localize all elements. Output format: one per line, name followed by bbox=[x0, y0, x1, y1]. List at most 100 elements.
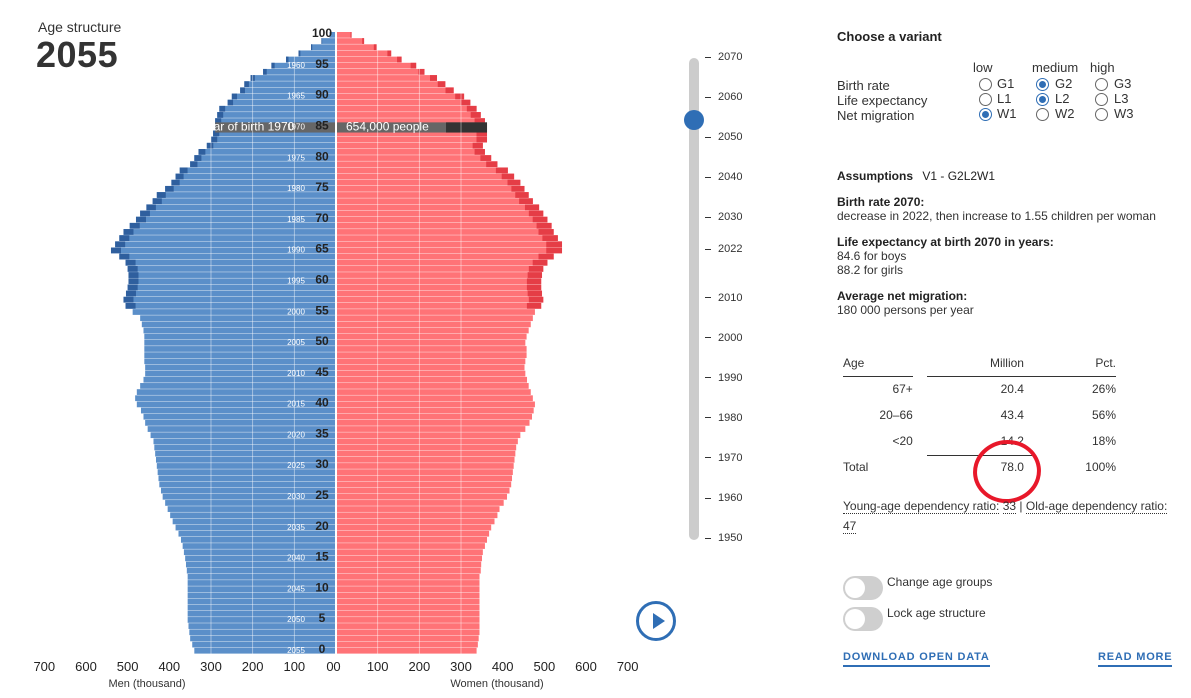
women-bar bbox=[337, 543, 485, 549]
change-age-groups-toggle[interactable] bbox=[843, 576, 883, 600]
men-bar bbox=[125, 259, 335, 266]
women-bar bbox=[337, 610, 480, 617]
birth-year-label: 1990 bbox=[287, 246, 305, 255]
men-bar bbox=[206, 142, 335, 149]
men-bar bbox=[244, 81, 335, 88]
men-bar-tip bbox=[285, 56, 289, 63]
men-bar bbox=[119, 253, 335, 260]
men-bar bbox=[136, 401, 335, 408]
men-bar bbox=[187, 604, 335, 611]
men-bar-tip bbox=[271, 62, 275, 69]
radio-l2[interactable] bbox=[1036, 93, 1049, 106]
men-bar-tip bbox=[171, 179, 180, 186]
x-tick-label-women: 700 bbox=[617, 659, 639, 674]
women-bar-tip bbox=[476, 130, 488, 137]
women-bar bbox=[337, 530, 490, 537]
year-slider-handle[interactable] bbox=[684, 110, 704, 130]
age-tick-label: 70 bbox=[315, 211, 329, 225]
table-header-row: Age Million Pct. bbox=[843, 350, 1116, 376]
men-bar bbox=[146, 204, 335, 211]
radio-l3[interactable] bbox=[1095, 93, 1108, 106]
slider-tick-text: 1950 bbox=[718, 532, 743, 544]
women-bar bbox=[337, 222, 552, 229]
women-bar-tip bbox=[532, 259, 548, 266]
women-bar bbox=[337, 136, 488, 143]
slider-tick-mark bbox=[705, 96, 711, 98]
age-pyramid-chart: Year of birth 1970 654,000 people 0 5 10 15 20… bbox=[33, 26, 639, 690]
women-bar bbox=[337, 481, 512, 488]
download-open-data-link[interactable]: DOWNLOAD OPEN DATA bbox=[843, 651, 990, 667]
women-bar bbox=[337, 370, 526, 377]
radio-g3[interactable] bbox=[1095, 78, 1108, 91]
lock-age-structure-toggle[interactable] bbox=[843, 607, 883, 631]
slider-tick-label: 2000 bbox=[705, 332, 742, 344]
women-bar bbox=[337, 278, 542, 285]
women-bar bbox=[337, 524, 492, 531]
life-expectancy-heading: Life expectancy at birth 2070 in years: bbox=[837, 235, 1054, 249]
radio-w3[interactable] bbox=[1095, 108, 1108, 121]
women-bar bbox=[337, 376, 528, 383]
men-bar bbox=[135, 216, 335, 223]
women-bar-tip bbox=[350, 32, 352, 38]
row-pct: 56% bbox=[1091, 408, 1116, 422]
play-icon[interactable] bbox=[636, 601, 676, 641]
men-bar bbox=[156, 463, 335, 469]
women-bar bbox=[337, 407, 534, 414]
birth-rate-text: decrease in 2022, then increase to 1.55 … bbox=[837, 209, 1156, 223]
women-bar bbox=[337, 253, 554, 260]
radio-g1[interactable] bbox=[979, 78, 992, 91]
radio-label-g3: G3 bbox=[1114, 76, 1132, 91]
men-bar bbox=[145, 419, 335, 426]
x-axis-label-men: Men (thousand) bbox=[108, 678, 185, 690]
age-tick-label: 20 bbox=[315, 519, 329, 533]
men-bar bbox=[153, 438, 335, 445]
men-bar bbox=[298, 50, 335, 57]
row-net-migration: Net migration bbox=[837, 108, 915, 123]
read-more-link[interactable]: READ MORE bbox=[1098, 651, 1173, 667]
birth-year-label: 2020 bbox=[287, 430, 305, 439]
year-slider-track[interactable] bbox=[689, 58, 699, 540]
women-bar bbox=[337, 383, 529, 389]
x-tick-label-women: 500 bbox=[533, 659, 555, 674]
radio-g2[interactable] bbox=[1036, 78, 1049, 91]
table-divider bbox=[927, 376, 1116, 377]
old-ratio-label[interactable]: Old-age dependency ratio: bbox=[1025, 499, 1168, 514]
birth-rate-heading: Birth rate 2070: bbox=[837, 195, 925, 209]
women-bar bbox=[337, 130, 488, 137]
x-tick-label-men: 0 bbox=[326, 659, 333, 674]
women-bar bbox=[337, 259, 548, 266]
women-bar-tip bbox=[397, 56, 402, 63]
total-divider bbox=[927, 455, 1036, 456]
radio-label-g1: G1 bbox=[997, 76, 1015, 91]
row-age: 20–66 bbox=[879, 408, 913, 422]
radio-label-w3: W3 bbox=[1114, 106, 1134, 121]
women-bar bbox=[337, 112, 481, 118]
women-bar bbox=[337, 512, 498, 519]
slider-tick-mark bbox=[705, 377, 711, 379]
men-bar bbox=[165, 500, 335, 506]
men-bar bbox=[125, 290, 335, 297]
men-bar-tip bbox=[156, 192, 166, 198]
women-bar-tip bbox=[528, 266, 544, 272]
slider-tick-text: 2060 bbox=[718, 91, 743, 104]
men-bar bbox=[219, 105, 335, 112]
men-bar bbox=[143, 376, 335, 383]
age-tick-label: 65 bbox=[315, 242, 329, 256]
radio-l1[interactable] bbox=[979, 93, 992, 106]
men-bar bbox=[250, 75, 335, 81]
table-row: 20–66 43.4 56% bbox=[843, 402, 1116, 428]
men-bar-tip bbox=[206, 142, 214, 149]
slider-tick-mark bbox=[705, 297, 711, 299]
men-bar-tip bbox=[231, 93, 238, 100]
x-tick-label-men: 400 bbox=[158, 659, 180, 674]
men-bar bbox=[145, 364, 335, 371]
men-bar bbox=[150, 432, 335, 439]
young-ratio-label[interactable]: Young-age dependency ratio: bbox=[843, 499, 1000, 514]
slider-tick-mark bbox=[705, 537, 711, 539]
radio-label-g2: G2 bbox=[1055, 76, 1073, 91]
radio-w1[interactable] bbox=[979, 108, 992, 121]
age-tick-label: 100 bbox=[312, 26, 332, 40]
radio-w2[interactable] bbox=[1036, 108, 1049, 121]
header-age: Age bbox=[843, 356, 865, 370]
men-bar-tip bbox=[194, 155, 202, 161]
